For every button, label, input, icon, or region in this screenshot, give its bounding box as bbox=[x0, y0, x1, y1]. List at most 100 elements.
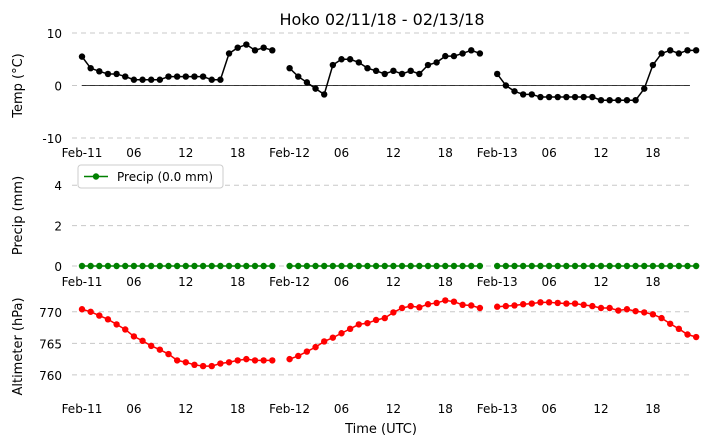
temp-data-point bbox=[355, 59, 362, 66]
temp-data-point bbox=[545, 93, 553, 101]
precip-data-point bbox=[494, 262, 501, 270]
precip-data-point bbox=[606, 262, 613, 270]
temp-data-point bbox=[692, 47, 700, 54]
precip-data-point bbox=[243, 262, 250, 270]
altimeter-panel: 760 765 770 Altimeter (hPa) Feb-11 06 12 18 Feb-… bbox=[11, 297, 700, 416]
temperature-panel: -10 0 10 Temp (°C) Feb-11 06 12 18 Feb-12 06 12 18 F… bbox=[11, 27, 700, 160]
precip-data-point bbox=[658, 262, 665, 270]
x-tick-label: 06 bbox=[334, 402, 349, 416]
temp-data-point bbox=[139, 76, 146, 83]
altimeter-data-point bbox=[269, 357, 276, 364]
precip-data-point bbox=[390, 262, 397, 270]
temp-data-point bbox=[433, 59, 440, 66]
temp-series-line bbox=[496, 49, 697, 101]
precip-data-point bbox=[173, 262, 181, 270]
y-tick-label: 765 bbox=[39, 337, 62, 351]
x-tick-label: 12 bbox=[386, 275, 401, 289]
altimeter-data-point bbox=[139, 337, 146, 345]
altimeter-data-point bbox=[658, 314, 665, 322]
x-tick-label: 12 bbox=[593, 275, 608, 289]
y-tick-label: 4 bbox=[54, 179, 62, 193]
temp-data-point bbox=[494, 70, 501, 78]
y-axis-label: Precip (mm) bbox=[11, 176, 26, 255]
temp-data-point bbox=[234, 44, 241, 51]
precip-data-point bbox=[321, 262, 328, 270]
x-tick-label: 12 bbox=[386, 146, 401, 160]
y-tick-label: 10 bbox=[47, 27, 62, 41]
temp-data-point bbox=[208, 76, 215, 83]
temp-data-point bbox=[580, 93, 587, 101]
altimeter-data-point bbox=[684, 331, 691, 338]
precip-data-point bbox=[424, 262, 432, 270]
altimeter-series-line bbox=[289, 299, 481, 360]
temp-data-point bbox=[199, 73, 207, 80]
precip-data-point bbox=[234, 262, 241, 270]
precipitation-panel: 0 2 4 Precip (mm) Feb-11 06 12 18 Feb-12 06 12 18 Fe… bbox=[11, 164, 700, 289]
temp-data-point bbox=[364, 64, 371, 72]
y-axis-label: Temp (°C) bbox=[11, 53, 26, 119]
precip-data-point bbox=[251, 262, 259, 270]
altimeter-data-point bbox=[615, 307, 622, 314]
x-tick-label: 06 bbox=[126, 402, 141, 416]
temp-data-point bbox=[615, 97, 622, 104]
precip-data-point bbox=[519, 262, 527, 270]
x-tick-label: 12 bbox=[178, 402, 193, 416]
x-tick-label: 06 bbox=[541, 275, 556, 289]
altimeter-data-point bbox=[286, 355, 293, 363]
altimeter-data-point bbox=[433, 299, 440, 307]
altimeter-data-point bbox=[260, 357, 267, 364]
chart-title: Hoko 02/11/18 - 02/13/18 bbox=[279, 10, 484, 29]
altimeter-data-point bbox=[87, 308, 94, 315]
precip-data-point bbox=[182, 262, 189, 270]
x-tick-label: 12 bbox=[386, 402, 401, 416]
temp-data-point bbox=[217, 76, 224, 83]
altimeter-data-point bbox=[217, 360, 224, 367]
altimeter-data-point bbox=[450, 298, 458, 305]
precip-data-point bbox=[78, 262, 86, 270]
altimeter-data-point bbox=[398, 304, 406, 312]
precip-data-point bbox=[450, 262, 458, 270]
temp-data-point bbox=[130, 76, 138, 83]
precip-data-point bbox=[502, 262, 510, 270]
precip-data-point bbox=[459, 262, 466, 270]
altimeter-data-point bbox=[165, 350, 172, 358]
x-axis-label: Time (UTC) bbox=[344, 422, 417, 437]
y-tick-label: 0 bbox=[54, 260, 62, 274]
temp-data-point bbox=[173, 73, 181, 80]
precip-data-point bbox=[571, 262, 579, 270]
precip-data-point bbox=[381, 262, 388, 270]
x-tick-label: Feb-11 bbox=[62, 402, 103, 416]
temp-data-point bbox=[225, 50, 233, 57]
temp-data-point bbox=[87, 64, 94, 72]
x-tick-label: 06 bbox=[541, 146, 556, 160]
altimeter-data-point bbox=[78, 306, 86, 313]
temp-data-point bbox=[104, 70, 112, 78]
precip-data-point bbox=[476, 262, 484, 270]
x-tick-label: Feb-12 bbox=[269, 146, 310, 160]
altimeter-data-point bbox=[96, 312, 103, 319]
temp-data-point bbox=[96, 68, 103, 75]
temp-data-point bbox=[321, 91, 328, 98]
altimeter-data-point bbox=[407, 302, 414, 310]
precip-data-point bbox=[442, 262, 449, 270]
altimeter-data-point bbox=[442, 297, 449, 304]
precip-data-point bbox=[217, 262, 224, 270]
precip-data-point bbox=[295, 262, 302, 270]
precip-data-point bbox=[96, 262, 103, 270]
precip-data-point bbox=[329, 262, 337, 270]
altimeter-data-point bbox=[329, 334, 337, 341]
temp-data-point bbox=[156, 76, 164, 83]
precip-data-point bbox=[597, 262, 605, 270]
temp-data-point bbox=[468, 47, 475, 54]
temp-data-point bbox=[563, 93, 570, 101]
precip-data-point bbox=[338, 262, 345, 270]
temp-data-point bbox=[667, 47, 674, 54]
x-tick-label: 18 bbox=[645, 402, 660, 416]
precip-data-point bbox=[511, 262, 518, 270]
altimeter-data-point bbox=[243, 355, 250, 363]
precip-data-point bbox=[684, 262, 691, 270]
altimeter-data-point bbox=[122, 326, 129, 333]
temp-data-point bbox=[303, 79, 311, 86]
altimeter-data-point bbox=[606, 304, 613, 312]
